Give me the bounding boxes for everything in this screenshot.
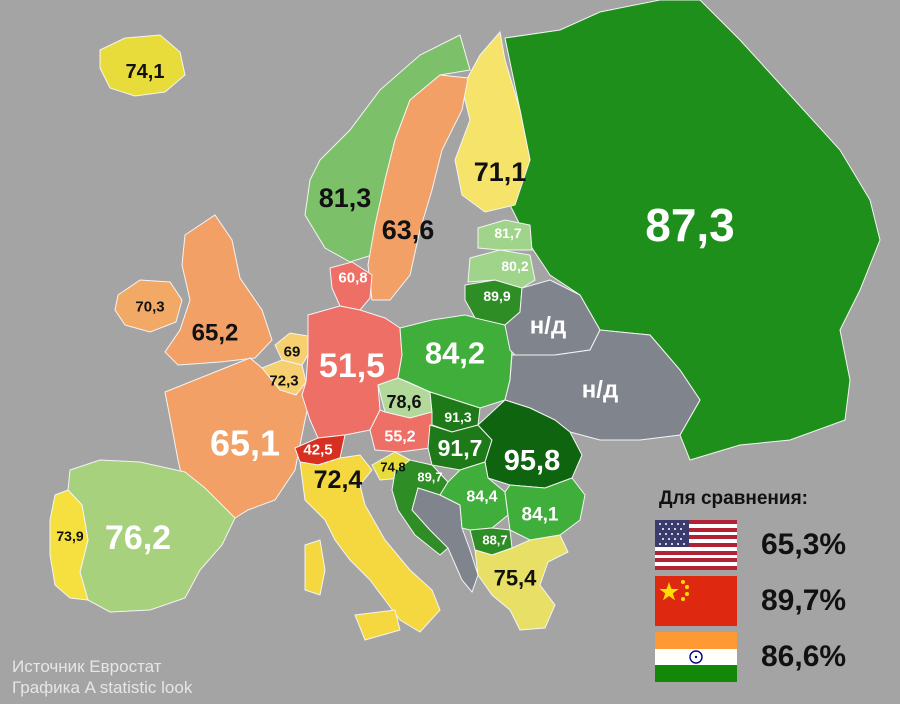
label-denmark: 60,8 <box>338 270 367 287</box>
region-russia[interactable] <box>504 0 881 461</box>
label-italy: 72,4 <box>314 466 363 494</box>
label-hungary: 91,7 <box>438 435 483 461</box>
usa-flag-icon <box>655 520 737 570</box>
legend-title: Для сравнения: <box>659 488 809 509</box>
comparison-legend: Для сравнения: <box>655 488 895 686</box>
label-ukraine: н/д <box>582 377 618 404</box>
region-denmark[interactable] <box>329 261 373 311</box>
region-estonia[interactable] <box>477 219 533 251</box>
label-sweden: 63,6 <box>382 215 435 245</box>
label-czechia: 78,6 <box>386 392 421 412</box>
label-croatia: 89,7 <box>417 470 442 485</box>
label-russia: 87,3 <box>645 199 735 251</box>
label-bulgaria: 84,1 <box>522 505 559 526</box>
legend-value-china: 89,7% <box>761 584 847 617</box>
region-bulgaria[interactable] <box>504 477 586 541</box>
region-austria[interactable] <box>369 409 433 453</box>
label-romania: 95,8 <box>504 445 560 477</box>
region-sweden[interactable] <box>367 74 469 301</box>
region-greece[interactable] <box>474 534 569 631</box>
region-sardinia[interactable] <box>304 539 326 596</box>
legend-row-china: 89,7% <box>655 574 895 628</box>
india-flag-icon <box>655 632 737 682</box>
legend-row-usa: 65,3% <box>655 518 895 572</box>
region-portugal[interactable] <box>49 489 89 601</box>
label-slovakia: 91,3 <box>444 409 471 425</box>
label-belarus: н/д <box>530 313 566 340</box>
label-germany: 51,5 <box>319 347 385 385</box>
label-slovenia: 74,8 <box>380 460 405 475</box>
region-uk[interactable] <box>164 214 273 366</box>
source-line-2: Графика A statistic look <box>12 678 193 697</box>
region-sicily[interactable] <box>354 609 401 641</box>
label-greece: 75,4 <box>494 566 538 591</box>
china-flag-icon <box>655 576 737 626</box>
label-belgium: 72,3 <box>269 373 298 390</box>
label-lithuania: 89,9 <box>483 288 510 304</box>
label-iceland: 74,1 <box>126 61 165 83</box>
label-switzerland: 42,5 <box>303 442 332 459</box>
region-iceland[interactable] <box>99 34 186 97</box>
label-finland: 71,1 <box>474 157 527 187</box>
legend-value-india: 86,6% <box>761 640 847 673</box>
label-ireland: 70,3 <box>135 299 164 316</box>
region-finland[interactable] <box>454 30 531 213</box>
region-ireland[interactable] <box>114 279 183 333</box>
label-france: 65,1 <box>210 423 280 464</box>
label-latvia: 80,2 <box>501 258 528 274</box>
legend-value-usa: 65,3% <box>761 528 847 561</box>
label-uk: 65,2 <box>192 320 239 347</box>
label-spain: 76,2 <box>105 519 171 557</box>
source-credit: Источник Евростат Графика A statistic lo… <box>12 656 192 698</box>
label-portugal: 73,9 <box>56 528 83 544</box>
label-poland: 84,2 <box>425 336 485 371</box>
legend-row-india: 86,6% <box>655 630 895 684</box>
label-serbia: 84,4 <box>466 489 497 506</box>
label-macedonia: 88,7 <box>482 533 507 548</box>
label-austria: 55,2 <box>384 429 415 446</box>
source-line-1: Источник Евростат <box>12 657 162 676</box>
region-latvia[interactable] <box>467 249 536 289</box>
region-italy[interactable] <box>299 454 441 633</box>
label-netherlands: 69 <box>284 344 301 361</box>
label-estonia: 81,7 <box>494 225 521 241</box>
label-norway: 81,3 <box>319 183 372 213</box>
